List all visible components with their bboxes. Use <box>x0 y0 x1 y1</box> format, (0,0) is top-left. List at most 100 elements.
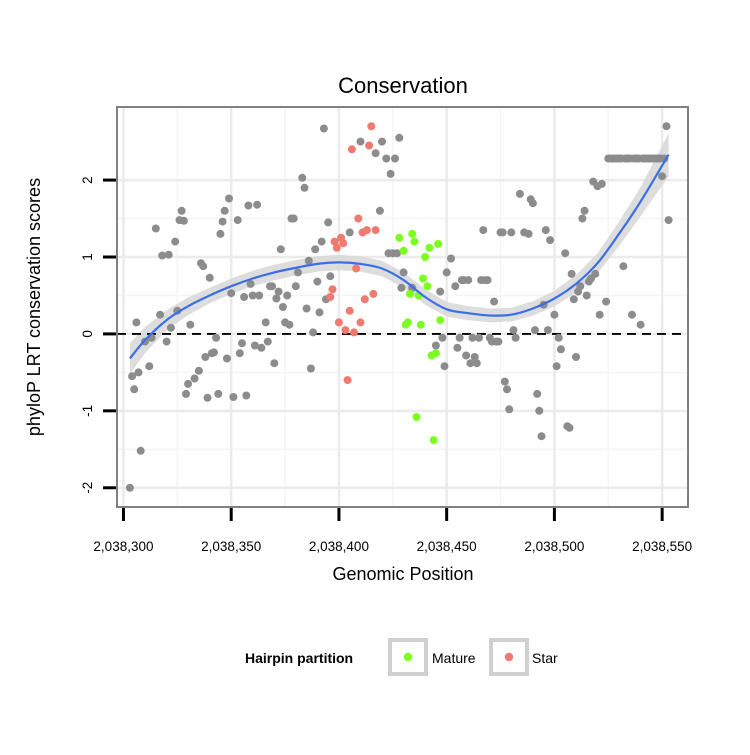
data-point-mature <box>423 282 432 291</box>
data-point-other <box>225 194 233 203</box>
y-tick-label: -1 <box>80 405 95 417</box>
data-point-other <box>212 333 221 342</box>
data-point-star <box>362 226 371 235</box>
data-point-other <box>311 245 320 254</box>
data-point-other <box>466 359 475 368</box>
data-point-other <box>309 328 318 337</box>
data-point-other <box>235 349 244 358</box>
data-point-mature <box>412 413 421 421</box>
data-point-other <box>500 377 509 386</box>
data-point-other <box>436 287 445 296</box>
data-point-other <box>298 173 307 182</box>
data-point-other <box>505 405 514 414</box>
data-point-star <box>332 243 341 252</box>
data-point-star <box>345 306 354 315</box>
data-point-other <box>533 389 542 398</box>
y-tick-label: 1 <box>80 253 95 261</box>
points-other <box>125 122 673 492</box>
data-point-other <box>462 351 471 360</box>
smooth-fit-line <box>129 154 670 360</box>
data-point-other <box>199 262 208 271</box>
panel-background <box>117 107 688 507</box>
data-point-other <box>554 333 563 342</box>
data-point-other <box>164 250 173 259</box>
data-point-other <box>134 368 143 377</box>
legend-title: Hairpin partition <box>245 650 353 666</box>
data-point-other <box>272 294 281 303</box>
legend-swatch-star <box>504 652 514 662</box>
data-point-other <box>531 326 539 335</box>
points-star <box>326 122 380 385</box>
data-point-other <box>479 226 488 235</box>
data-point-other <box>240 293 249 301</box>
data-point-other <box>216 229 225 238</box>
y-axis: -2 -1 0 1 2 <box>80 176 116 494</box>
data-point-other <box>550 310 559 319</box>
data-point-other <box>186 320 195 329</box>
data-point-other <box>274 287 283 296</box>
data-point-other <box>233 216 242 225</box>
x-tick-label: 2,038,350 <box>201 539 261 554</box>
data-point-other <box>177 206 186 215</box>
data-point-other <box>125 483 134 492</box>
data-point-other <box>222 354 231 363</box>
data-point-other <box>227 289 236 298</box>
data-point-other <box>556 345 565 354</box>
data-point-star <box>326 293 335 301</box>
data-point-other <box>628 310 636 319</box>
data-point-mature <box>403 318 412 327</box>
data-point-mature <box>434 239 443 248</box>
data-point-other <box>306 364 315 373</box>
legend: Hairpin partition Mature Star <box>245 638 558 676</box>
data-point-star <box>341 326 350 335</box>
data-point-other <box>371 149 380 158</box>
data-point-other <box>490 297 499 306</box>
data-point-mature <box>408 229 417 238</box>
data-point-mature <box>429 436 438 445</box>
data-point-other <box>326 272 335 281</box>
data-point-other <box>291 282 300 291</box>
data-point-other <box>304 256 313 265</box>
data-point-other <box>535 406 544 415</box>
data-point-other <box>442 268 451 277</box>
data-point-other <box>242 391 251 400</box>
data-point-other <box>220 206 229 215</box>
data-point-other <box>151 224 160 233</box>
data-point-other <box>565 423 574 432</box>
data-point-other <box>283 291 292 300</box>
data-point-other <box>289 214 298 223</box>
data-point-other <box>300 183 309 192</box>
data-point-other <box>214 389 223 398</box>
data-point-other <box>319 124 328 133</box>
x-tick-label: 2,038,550 <box>632 539 692 554</box>
data-point-star <box>334 318 343 327</box>
data-point-other <box>171 237 180 246</box>
y-tick-label: 0 <box>80 330 95 338</box>
x-axis-label: Genomic Position <box>332 564 473 584</box>
data-point-other <box>315 308 324 317</box>
data-point-mature <box>436 316 445 325</box>
data-point-other <box>261 318 270 327</box>
data-point-other <box>393 249 402 258</box>
data-point-other <box>453 343 462 352</box>
data-point-other <box>494 337 503 346</box>
data-point-star <box>347 145 356 154</box>
data-point-other <box>483 276 492 285</box>
chart-title: Conservation <box>338 73 468 98</box>
data-point-other <box>345 228 354 237</box>
data-point-other <box>619 262 628 271</box>
data-point-other <box>572 353 580 361</box>
data-point-other <box>664 216 673 225</box>
data-point-mature <box>421 253 430 261</box>
data-point-other <box>546 236 555 245</box>
data-point-other <box>431 341 440 350</box>
data-point-other <box>543 326 552 335</box>
data-point-other <box>324 218 333 227</box>
x-tick-label: 2,038,400 <box>309 539 369 554</box>
data-point-star <box>365 141 374 150</box>
data-point-other <box>278 303 287 311</box>
data-point-mature <box>406 289 414 298</box>
data-point-other <box>250 341 259 350</box>
confidence-band <box>129 133 669 374</box>
